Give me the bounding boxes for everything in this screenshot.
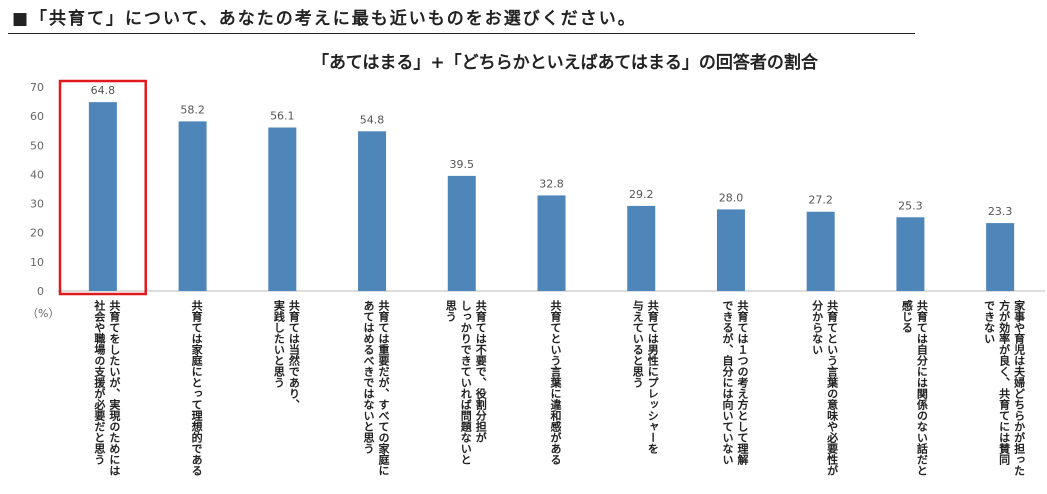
y-tick-label: 50 [30, 139, 44, 152]
category-label: 共育ては重要だが、すべての家庭に [377, 299, 390, 476]
category-label: 方が効率が良く、共育てには賛同 [998, 299, 1011, 466]
data-label: 28.0 [719, 191, 744, 204]
category-label: 共育てという言葉に違和感がある [549, 299, 563, 466]
category-label: 共育ては不要で、役割分担が [474, 299, 488, 443]
y-tick-label: 10 [30, 256, 44, 269]
question-underline [8, 33, 915, 34]
data-label: 27.2 [808, 194, 833, 207]
data-label: 32.8 [539, 177, 564, 190]
bar [537, 195, 566, 291]
y-tick-label: 20 [30, 227, 44, 240]
category-label: 思う [444, 300, 457, 322]
category-label: 与えていると思う [631, 300, 644, 388]
bar [447, 175, 476, 291]
chart-title: 「あてはまる」+「どちらかといえばあてはまる」の回答者の割合 [312, 53, 818, 73]
y-tick-label: 40 [30, 168, 44, 181]
data-label: 23.3 [988, 205, 1013, 218]
bar [268, 127, 297, 291]
data-label: 54.8 [360, 113, 385, 126]
data-label: 39.5 [450, 158, 475, 171]
bar [716, 209, 745, 291]
category-label: 実践したいと思う [272, 299, 285, 388]
category-label: できない [983, 300, 996, 344]
category-label: 共育ては男性にプレッシャーを [646, 299, 659, 455]
question-heading: ■「共育て」について、あなたの考えに最も近いものをお選びください。 [12, 9, 637, 29]
category-label: あてはめるべきではないと思う [362, 300, 375, 454]
y-tick-label: 60 [30, 110, 44, 123]
bar [806, 211, 835, 291]
category-label: 共育てをしたいが、実現のためには [108, 299, 121, 476]
bar [627, 205, 656, 291]
category-label: 共育ては自分には関係のない話だと [915, 299, 928, 476]
bar [896, 217, 925, 291]
category-label: しっかりできていれば問題ないと [459, 300, 472, 465]
y-axis-label: （%） [27, 307, 59, 320]
highlight-frame [58, 79, 147, 296]
category-label: 感じる [900, 299, 913, 334]
y-tick-label: 70 [30, 81, 44, 94]
category-label: 共育てという言葉の意味や必要性が [826, 299, 840, 476]
category-label: 家事や育児は夫婦どちらかが担った [1013, 299, 1027, 476]
data-label: 29.2 [629, 188, 654, 201]
data-label: 58.2 [180, 103, 205, 116]
bar [986, 223, 1015, 291]
bar [358, 131, 387, 291]
bar [178, 121, 207, 291]
bar [88, 102, 117, 291]
category-label: 共育ては１つの考え方として理解 [736, 299, 749, 466]
data-label: 56.1 [270, 110, 295, 123]
data-label: 25.3 [898, 199, 923, 212]
category-label: できるが、自分には向いていない [721, 300, 734, 465]
y-tick-label: 0 [37, 285, 44, 298]
category-label: 社会や職場の支援が必要だと思う [93, 299, 107, 465]
y-tick-label: 30 [30, 198, 44, 211]
category-label: 共育ては当然であり、 [287, 299, 300, 410]
data-label: 64.8 [91, 84, 116, 97]
category-label: 分からない [811, 299, 824, 355]
category-label: 共育ては家庭にとって理想的である [190, 299, 204, 477]
